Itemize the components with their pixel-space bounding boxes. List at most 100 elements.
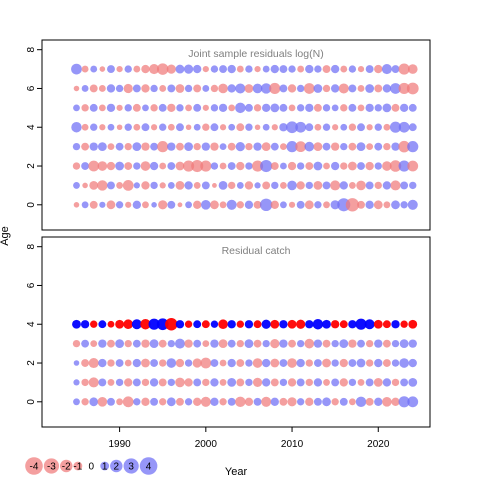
residual-bubble — [251, 160, 264, 172]
residual-bubble — [365, 161, 374, 171]
residual-bubble — [365, 65, 374, 74]
residual-bubble — [115, 339, 124, 349]
residual-bubble — [123, 319, 134, 330]
residual-bubble — [330, 161, 340, 171]
residual-bubble — [322, 104, 331, 112]
residual-bubble — [176, 397, 184, 406]
residual-bubble — [202, 378, 210, 387]
x-tick-label: 2000 — [195, 439, 218, 450]
residual-bubble — [149, 339, 159, 349]
residual-bubble — [365, 200, 374, 209]
residual-bubble — [270, 103, 280, 113]
residual-bubble — [122, 180, 134, 191]
legend-bubble — [25, 457, 43, 475]
residual-bubble — [132, 142, 142, 152]
residual-bubble — [296, 358, 305, 368]
residual-bubble — [382, 181, 392, 190]
residual-bubble — [210, 84, 219, 93]
residual-bubble — [167, 123, 175, 131]
residual-bubble — [132, 103, 141, 112]
residual-bubble — [167, 84, 176, 93]
residual-bubble — [391, 359, 400, 367]
residual-bubble — [132, 358, 142, 368]
residual-bubble — [339, 397, 348, 406]
residual-bubble — [219, 162, 227, 170]
residual-bubble — [356, 180, 366, 191]
legend-label: 4 — [146, 462, 152, 473]
residual-bubble — [322, 123, 331, 131]
residual-bubble — [322, 319, 331, 329]
residual-bubble — [235, 142, 245, 152]
residual-bubble — [132, 378, 141, 387]
residual-bubble — [210, 359, 219, 367]
residual-bubble — [253, 339, 262, 348]
residual-bubble — [280, 143, 287, 151]
residual-bubble — [408, 358, 417, 368]
residual-bubble — [244, 339, 254, 349]
residual-bubble — [338, 83, 349, 94]
residual-bubble — [236, 359, 245, 367]
residual-bubble — [124, 162, 133, 170]
residual-bubble — [141, 181, 150, 190]
panel-joint-sample: Joint sample residuals log(N) 0 2 4 6 8 — [26, 39, 431, 231]
residual-bubble — [252, 358, 263, 368]
residual-bubble — [141, 378, 150, 387]
residual-bubble — [200, 357, 212, 369]
residual-bubble — [382, 396, 392, 407]
residual-bubble — [261, 319, 271, 329]
x-axis: 1990 2000 2010 2020 — [108, 427, 390, 450]
residual-bubble — [90, 340, 98, 348]
residual-bubble — [193, 84, 202, 93]
residual-bubble — [122, 396, 134, 408]
panel-2-frame — [41, 236, 431, 428]
residual-bubble — [210, 339, 219, 348]
residual-bubble — [253, 142, 262, 151]
residual-bubble — [80, 320, 90, 329]
residual-bubble — [313, 84, 323, 93]
residual-bubble — [313, 142, 323, 152]
legend-bubble — [139, 457, 158, 475]
residual-bubble — [330, 200, 340, 210]
panel-1-y-axis: 0 2 4 6 8 — [26, 46, 42, 208]
residual-bubble — [218, 181, 228, 190]
residual-bubble — [296, 378, 305, 387]
residual-bubble — [366, 143, 374, 151]
residual-bubble — [303, 83, 315, 94]
residual-bubble — [89, 181, 99, 190]
residual-bubble — [287, 378, 297, 387]
residual-bubble — [348, 161, 357, 171]
residual-bubble — [97, 396, 108, 407]
residual-bubble — [115, 359, 124, 367]
residual-bubble — [107, 359, 115, 367]
residual-bubble — [219, 359, 227, 367]
residual-bubble — [357, 339, 365, 348]
residual-bubble — [357, 162, 365, 170]
residual-bubble — [73, 182, 80, 189]
residual-bubble — [339, 358, 348, 368]
legend-label: -3 — [47, 462, 56, 473]
residual-bubble — [287, 161, 297, 171]
residual-bubble — [382, 103, 392, 113]
y-axis-label: Age — [0, 226, 11, 246]
residual-bubble — [348, 339, 357, 348]
residual-bubble — [228, 181, 236, 190]
residual-bubble — [227, 320, 236, 329]
residual-bubble — [165, 318, 178, 331]
y-tick-label: 8 — [26, 46, 37, 52]
residual-bubble — [348, 142, 357, 151]
residual-bubble — [98, 104, 106, 112]
residual-bubble — [356, 358, 366, 368]
residual-bubble — [193, 320, 202, 329]
residual-bubble — [365, 378, 374, 387]
residual-bubble — [398, 63, 410, 75]
residual-bubble — [407, 396, 419, 408]
residual-bubble — [305, 123, 314, 132]
residual-bubble — [218, 83, 228, 94]
legend-bubble — [73, 461, 83, 471]
residual-bubble — [166, 64, 176, 74]
residual-bubble — [89, 397, 99, 407]
residual-bubble — [322, 142, 331, 151]
residual-bubble — [383, 201, 391, 209]
residual-bubble — [184, 398, 193, 406]
residual-bubble — [81, 65, 89, 73]
